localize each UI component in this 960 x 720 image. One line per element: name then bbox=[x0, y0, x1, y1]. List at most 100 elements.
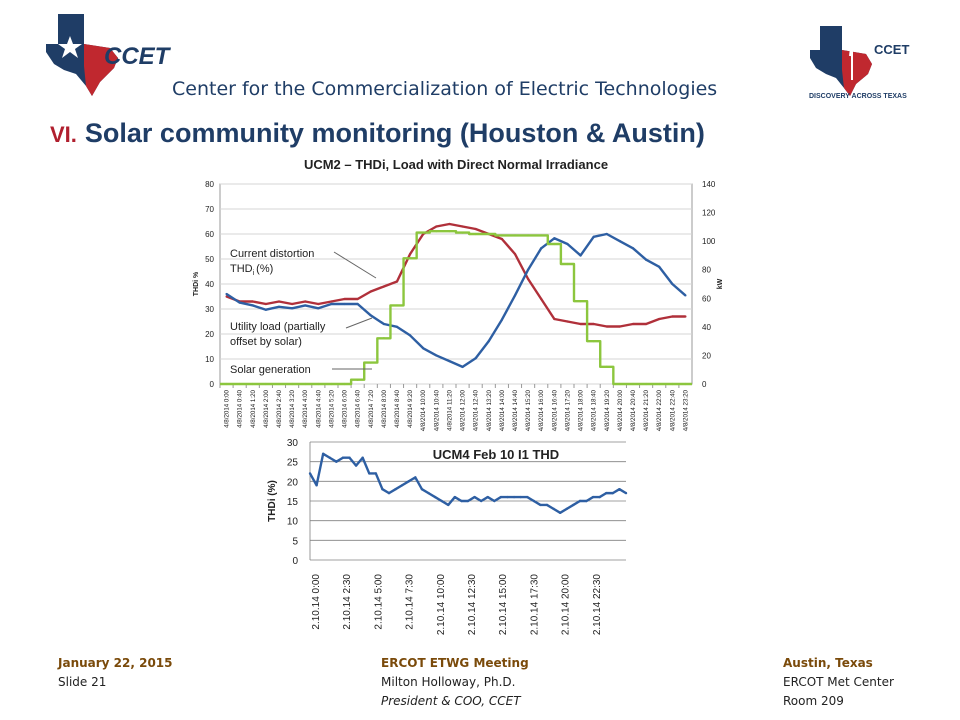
data-point bbox=[427, 491, 430, 495]
chart1-grid bbox=[219, 183, 693, 388]
chart2-xtick-label: 2.10.14 0:00 bbox=[311, 574, 322, 630]
data-point bbox=[566, 242, 569, 246]
annotation-load-line2: offset by solar) bbox=[230, 336, 302, 348]
chart1-ytick-label: 40 bbox=[205, 280, 214, 289]
data-point bbox=[395, 325, 399, 328]
data-point bbox=[579, 300, 582, 303]
chart1-xtick-label: 4/8/2014 1:20 bbox=[250, 389, 257, 427]
data-point bbox=[440, 499, 443, 503]
data-point bbox=[461, 225, 464, 228]
data-point bbox=[225, 292, 228, 296]
data-point bbox=[447, 503, 450, 507]
data-point bbox=[540, 297, 543, 301]
logo-left-text: CCET bbox=[104, 43, 172, 70]
data-point bbox=[527, 234, 530, 237]
data-point bbox=[479, 499, 483, 503]
footer-date: January 22, 2015 bbox=[58, 656, 173, 670]
logo-right-tagline: DISCOVERY ACROSS TEXAS bbox=[809, 93, 907, 100]
data-point bbox=[500, 318, 503, 321]
data-point bbox=[328, 456, 331, 459]
data-point bbox=[579, 254, 582, 257]
data-point bbox=[506, 495, 509, 499]
data-point bbox=[545, 503, 549, 507]
data-point bbox=[291, 307, 294, 310]
data-point bbox=[343, 297, 346, 301]
chart1-xtick-label: 4/8/2014 18:40 bbox=[591, 389, 598, 431]
data-point bbox=[435, 354, 438, 357]
data-point bbox=[264, 382, 267, 386]
data-point bbox=[526, 495, 529, 499]
data-point bbox=[579, 322, 582, 326]
annotation-solar-line1: Solar generation bbox=[230, 364, 311, 376]
annotation-load: Utility load (partially offset by solar) bbox=[230, 317, 373, 348]
chart1-xtick-label: 4/8/2014 6:40 bbox=[355, 389, 362, 427]
annotation-thd-unit: (%) bbox=[256, 263, 273, 275]
chart2-title: UCM4 Feb 10 I1 THD bbox=[433, 447, 559, 462]
chart1-title: UCM2 – THDi, Load with Direct Normal Irr… bbox=[304, 157, 608, 172]
data-point bbox=[435, 225, 438, 228]
chart1-y2tick-label: 100 bbox=[702, 237, 716, 246]
data-point bbox=[277, 300, 281, 303]
data-point bbox=[645, 322, 648, 326]
data-point bbox=[315, 484, 318, 487]
data-point bbox=[238, 301, 241, 304]
chart1-xtick-label: 4/8/2014 22:40 bbox=[669, 389, 676, 431]
footer-place: ERCOT Met Center bbox=[783, 675, 894, 689]
data-point bbox=[264, 302, 267, 306]
data-point bbox=[251, 304, 254, 307]
data-point bbox=[671, 282, 674, 286]
title-number: VI. bbox=[50, 122, 77, 147]
data-point bbox=[341, 456, 345, 459]
data-point bbox=[277, 382, 281, 386]
chart1-xtick-label: 4/8/2014 16:00 bbox=[538, 389, 545, 431]
data-point bbox=[317, 307, 320, 310]
data-point bbox=[407, 480, 410, 483]
data-point bbox=[473, 495, 476, 499]
data-point bbox=[251, 382, 254, 386]
data-point bbox=[519, 495, 522, 499]
chart1-xtick-label: 4/8/2014 14:40 bbox=[512, 389, 519, 431]
chart2-xtick-label: 2.10.14 5:00 bbox=[373, 574, 384, 630]
chart2-ytick-label: 10 bbox=[287, 517, 299, 528]
footer-center: ERCOT ETWG Meeting Milton Holloway, Ph.D… bbox=[381, 654, 529, 711]
data-point bbox=[381, 488, 384, 491]
chart1-xtick-label: 4/8/2014 11:20 bbox=[446, 389, 453, 430]
data-point bbox=[512, 495, 516, 499]
data-point bbox=[369, 290, 372, 293]
chart1-xtick-label: 4/8/2014 19:20 bbox=[604, 389, 611, 431]
data-point bbox=[460, 499, 463, 503]
data-point bbox=[565, 507, 568, 511]
data-point bbox=[361, 456, 364, 459]
chart2-ytick-label: 20 bbox=[287, 477, 299, 488]
data-point bbox=[330, 302, 333, 306]
ccet-logo-left: CCET bbox=[40, 6, 185, 102]
chart1-y2tick-label: 140 bbox=[702, 180, 716, 189]
data-point bbox=[343, 382, 346, 386]
data-point bbox=[684, 382, 687, 386]
data-point bbox=[453, 495, 457, 499]
chart1-ytick-label: 0 bbox=[210, 380, 215, 389]
data-point bbox=[618, 325, 621, 328]
data-point bbox=[474, 227, 477, 231]
center-name: Center for the Commercialization of Elec… bbox=[172, 78, 718, 100]
data-point bbox=[605, 325, 608, 328]
chart1-xtick-label: 4/8/2014 12:00 bbox=[460, 389, 467, 431]
series-load-line bbox=[225, 232, 687, 369]
data-point bbox=[645, 382, 648, 386]
chart1-ytick-label: 70 bbox=[205, 205, 214, 214]
data-point bbox=[304, 300, 307, 303]
annotation-solar: Solar generation bbox=[230, 364, 372, 376]
data-point bbox=[684, 315, 687, 318]
data-point bbox=[414, 476, 417, 479]
data-point bbox=[356, 378, 359, 381]
data-point bbox=[356, 297, 359, 301]
data-point bbox=[369, 361, 372, 364]
data-point bbox=[225, 295, 228, 298]
data-point bbox=[500, 237, 503, 241]
data-point bbox=[395, 304, 399, 307]
annotation-thd: Current distortion THDi (%) bbox=[230, 248, 377, 279]
chart1-y2tick-label: 120 bbox=[702, 209, 716, 218]
footer-left: January 22, 2015 Slide 21 bbox=[58, 654, 173, 692]
data-point bbox=[493, 499, 496, 503]
chart1-xtick-label: 4/8/2014 0:40 bbox=[237, 389, 244, 427]
